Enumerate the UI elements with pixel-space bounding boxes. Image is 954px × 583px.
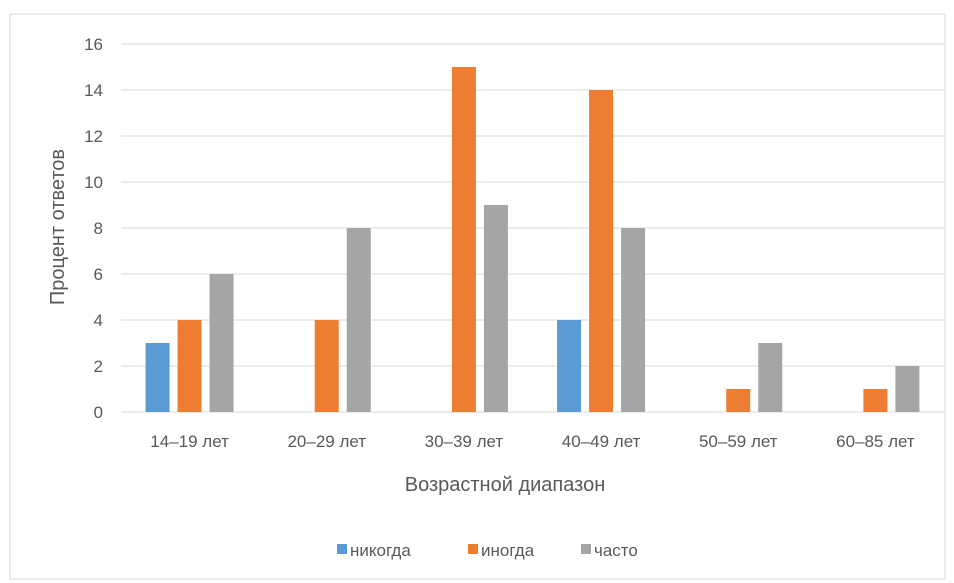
- legend-swatch: [581, 544, 591, 554]
- x-tick-label: 60–85 лет: [836, 432, 915, 451]
- legend-swatch: [468, 544, 478, 554]
- y-tick-label: 6: [94, 265, 103, 284]
- y-tick-label: 16: [84, 35, 103, 54]
- x-tick-label: 30–39 лет: [425, 432, 504, 451]
- y-tick-label: 8: [94, 219, 103, 238]
- x-tick-label: 20–29 лет: [287, 432, 366, 451]
- legend-swatch: [337, 544, 347, 554]
- x-tick-label: 40–49 лет: [562, 432, 641, 451]
- bar-1-3: [589, 90, 614, 412]
- x-tick-label: 50–59 лет: [699, 432, 778, 451]
- legend-label: часто: [594, 541, 638, 560]
- bar-1-5: [863, 389, 888, 412]
- bar-1-2: [451, 67, 476, 412]
- y-tick-label: 4: [94, 311, 103, 330]
- y-tick-label: 12: [84, 127, 103, 146]
- y-tick-label: 14: [84, 81, 103, 100]
- y-tick-label: 2: [94, 357, 103, 376]
- y-axis-title: Процент ответов: [47, 149, 69, 305]
- bar-2-3: [621, 228, 646, 412]
- y-tick-label: 0: [94, 403, 103, 422]
- bar-0-3: [557, 320, 582, 412]
- y-axis-ticks: 0 2 4 6 8 10 12 14 16: [84, 35, 103, 422]
- gridlines: [121, 43, 944, 413]
- bars: [145, 67, 920, 412]
- x-tick-label: 14–19 лет: [150, 432, 229, 451]
- chart-border: [9, 13, 946, 580]
- bar-1-4: [726, 389, 751, 412]
- bar-2-5: [895, 366, 920, 412]
- bar-1-1: [314, 320, 339, 412]
- bar-2-0: [209, 274, 234, 412]
- bar-1-0: [177, 320, 202, 412]
- bar-0-0: [145, 343, 170, 412]
- x-axis-ticks: 14–19 лет 20–29 лет 30–39 лет 40–49 лет 50–5…: [150, 432, 915, 451]
- bar-2-1: [346, 228, 371, 412]
- legend: никогда иногда часто: [337, 541, 638, 560]
- bar-2-4: [758, 343, 783, 412]
- y-tick-label: 10: [84, 173, 103, 192]
- legend-label: никогда: [350, 541, 411, 560]
- legend-label: иногда: [481, 541, 535, 560]
- bar-2-2: [483, 205, 508, 412]
- x-axis-title: Возрастной диапазон: [405, 474, 606, 496]
